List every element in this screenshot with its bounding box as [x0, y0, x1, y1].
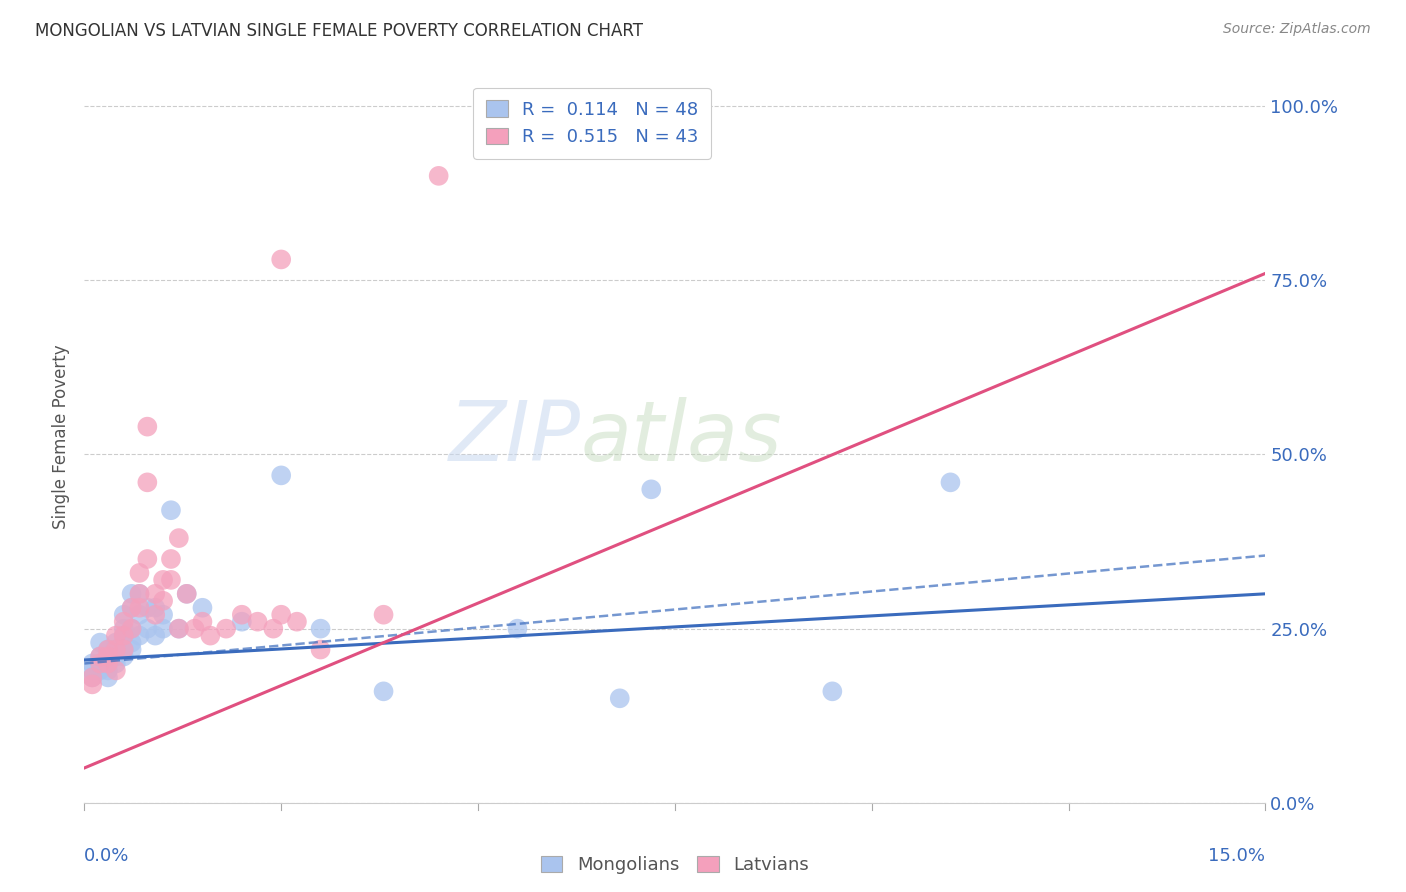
Point — [121, 587, 143, 601]
Point — [136, 622, 159, 636]
Legend: Mongolians, Latvians: Mongolians, Latvians — [533, 849, 817, 881]
Point — [143, 607, 166, 622]
Point — [104, 664, 127, 678]
Point — [89, 649, 111, 664]
Point — [104, 642, 127, 657]
Point — [160, 552, 183, 566]
Point — [373, 607, 395, 622]
Point — [89, 664, 111, 678]
Point — [136, 600, 159, 615]
Point — [167, 622, 190, 636]
Point — [112, 622, 135, 636]
Point — [121, 635, 143, 649]
Point — [104, 657, 127, 671]
Point — [160, 573, 183, 587]
Point — [112, 615, 135, 629]
Text: 0.0%: 0.0% — [84, 847, 129, 864]
Point — [112, 607, 135, 622]
Point — [167, 622, 190, 636]
Point — [152, 607, 174, 622]
Text: atlas: atlas — [581, 397, 782, 477]
Text: MONGOLIAN VS LATVIAN SINGLE FEMALE POVERTY CORRELATION CHART: MONGOLIAN VS LATVIAN SINGLE FEMALE POVER… — [35, 22, 643, 40]
Point — [97, 670, 120, 684]
Point — [231, 615, 253, 629]
Point — [121, 622, 143, 636]
Point — [97, 642, 120, 657]
Point — [136, 475, 159, 490]
Point — [121, 600, 143, 615]
Point — [143, 587, 166, 601]
Point — [82, 677, 104, 691]
Point — [97, 657, 120, 671]
Point — [270, 468, 292, 483]
Point — [82, 670, 104, 684]
Point — [128, 587, 150, 601]
Point — [112, 649, 135, 664]
Point — [215, 622, 238, 636]
Point — [285, 615, 308, 629]
Point — [176, 587, 198, 601]
Point — [373, 684, 395, 698]
Point — [121, 622, 143, 636]
Text: 15.0%: 15.0% — [1208, 847, 1265, 864]
Point — [309, 622, 332, 636]
Point — [821, 684, 844, 698]
Point — [136, 419, 159, 434]
Point — [104, 635, 127, 649]
Point — [167, 531, 190, 545]
Point — [82, 670, 104, 684]
Point — [112, 642, 135, 657]
Point — [609, 691, 631, 706]
Point — [191, 600, 214, 615]
Point — [97, 649, 120, 664]
Point — [191, 615, 214, 629]
Point — [112, 629, 135, 643]
Point — [82, 664, 104, 678]
Point — [97, 649, 120, 664]
Point — [640, 483, 662, 497]
Point — [89, 649, 111, 664]
Point — [97, 642, 120, 657]
Point — [121, 600, 143, 615]
Point — [183, 622, 205, 636]
Point — [121, 642, 143, 657]
Point — [136, 552, 159, 566]
Point — [128, 600, 150, 615]
Point — [309, 642, 332, 657]
Point — [160, 503, 183, 517]
Point — [104, 629, 127, 643]
Point — [89, 657, 111, 671]
Point — [152, 573, 174, 587]
Point — [939, 475, 962, 490]
Text: ZIP: ZIP — [449, 397, 581, 477]
Point — [176, 587, 198, 601]
Point — [104, 642, 127, 657]
Point — [128, 607, 150, 622]
Y-axis label: Single Female Poverty: Single Female Poverty — [52, 345, 70, 529]
Point — [200, 629, 222, 643]
Text: Source: ZipAtlas.com: Source: ZipAtlas.com — [1223, 22, 1371, 37]
Point — [152, 622, 174, 636]
Point — [128, 587, 150, 601]
Point — [152, 594, 174, 608]
Point — [97, 657, 120, 671]
Point — [246, 615, 269, 629]
Point — [506, 622, 529, 636]
Point — [112, 642, 135, 657]
Point — [89, 635, 111, 649]
Point — [82, 657, 104, 671]
Point — [231, 607, 253, 622]
Point — [128, 629, 150, 643]
Point — [112, 629, 135, 643]
Point — [104, 649, 127, 664]
Point — [262, 622, 284, 636]
Point — [427, 169, 450, 183]
Point — [89, 657, 111, 671]
Point — [270, 607, 292, 622]
Point — [270, 252, 292, 267]
Point — [97, 664, 120, 678]
Point — [143, 629, 166, 643]
Point — [128, 566, 150, 580]
Point — [143, 600, 166, 615]
